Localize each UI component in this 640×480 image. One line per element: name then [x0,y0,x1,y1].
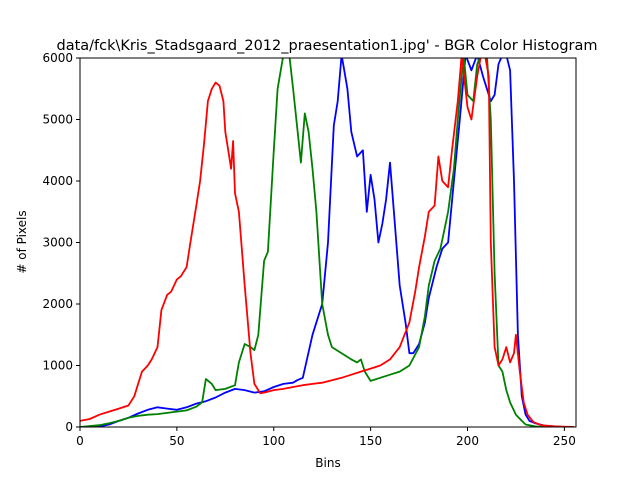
x-tick-label: 250 [553,434,576,448]
y-axis-label: # of Pixels [15,210,29,273]
x-axis: 0 50 100 150 200 250 [76,427,576,448]
x-tick-label: 0 [76,434,84,448]
x-axis-label: Bins [315,456,340,470]
series-line-2 [80,58,575,427]
y-tick-label: 2000 [42,297,73,311]
y-tick-label: 1000 [42,359,73,373]
series-line-1 [80,58,575,427]
y-tick-label: 4000 [42,174,73,188]
x-tick-label: 200 [456,434,479,448]
y-tick-label: 0 [65,420,73,434]
y-axis: 0 1000 2000 3000 4000 5000 6000 [42,51,80,434]
x-tick-label: 150 [359,434,382,448]
y-tick-label: 5000 [42,113,73,127]
y-tick-label: 6000 [42,51,73,65]
x-tick-label: 100 [262,434,285,448]
y-tick-label: 3000 [42,236,73,250]
x-tick-label: 50 [169,434,184,448]
chart-title: data/fck\Kris_Stadsgaard_2012_praesentat… [56,38,597,54]
series-line-0 [80,58,575,427]
